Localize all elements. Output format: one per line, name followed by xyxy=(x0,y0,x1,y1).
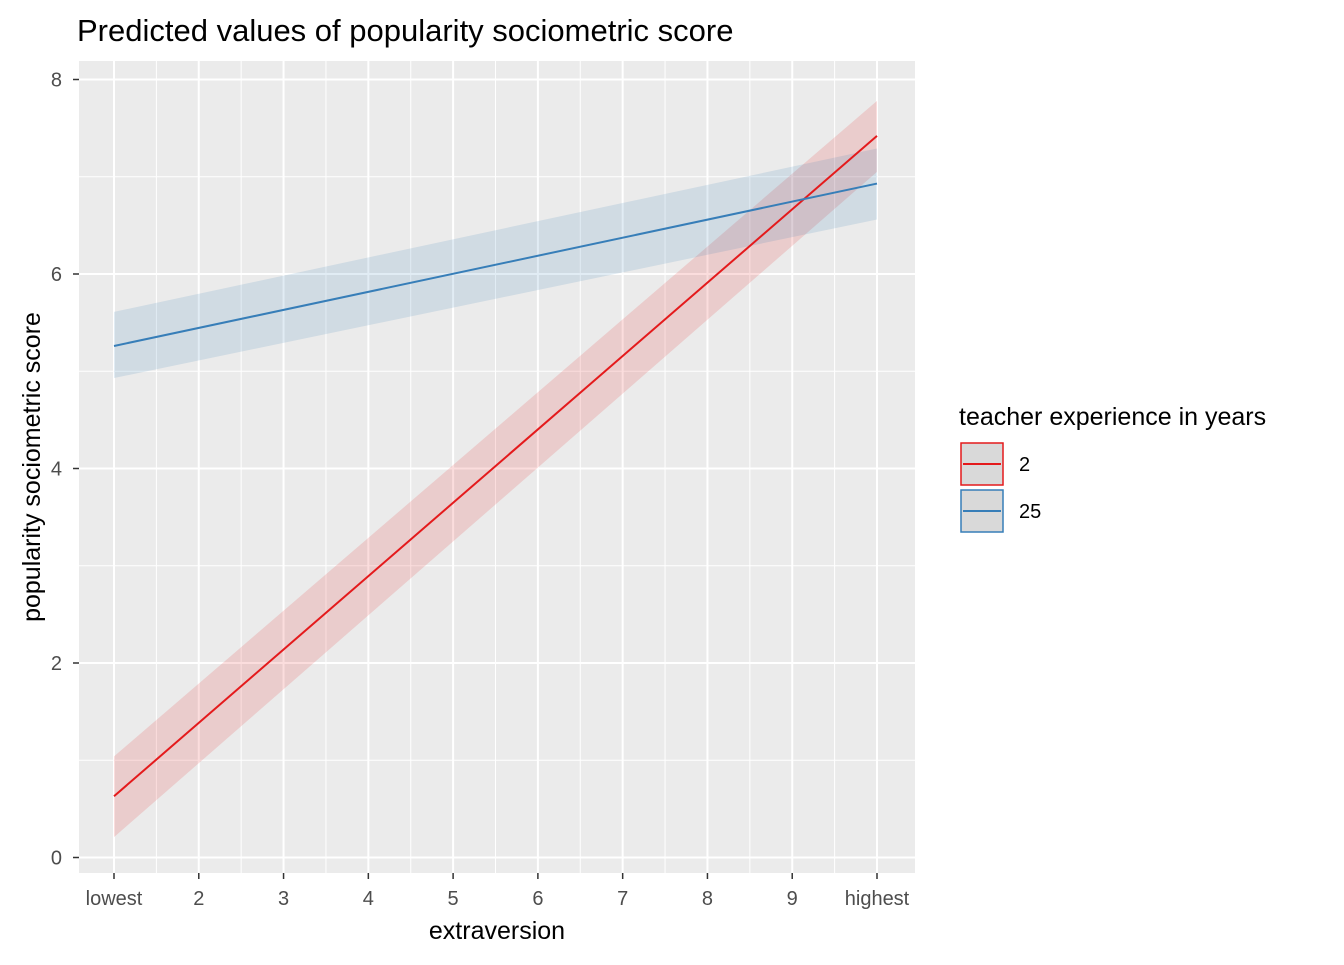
minor-gridlines xyxy=(79,61,915,873)
y-tick-label: 6 xyxy=(51,264,62,286)
y-tick-label: 0 xyxy=(51,848,62,870)
x-tick-label: 7 xyxy=(617,888,628,910)
series-line-25 xyxy=(113,182,878,347)
legend-label-25: 25 xyxy=(1019,501,1041,523)
confidence-bands xyxy=(114,100,877,838)
y-axis-title: popularity sociometric score xyxy=(18,312,46,622)
legend: teacher experience in years 2 25 xyxy=(959,403,1266,533)
major-gridlines xyxy=(79,61,915,873)
x-tick-label: 9 xyxy=(787,888,798,910)
x-tick-label: 5 xyxy=(448,888,459,910)
series-lines xyxy=(113,135,878,797)
x-tick-label: 4 xyxy=(363,888,374,910)
x-tick-label: lowest xyxy=(86,888,143,910)
legend-label-2: 2 xyxy=(1019,454,1030,476)
y-tick-label: 4 xyxy=(51,459,62,481)
x-tick-label: 3 xyxy=(278,888,289,910)
x-tick-label: 2 xyxy=(193,888,204,910)
confidence-band-series-25 xyxy=(114,148,877,379)
confidence-band-series-2 xyxy=(114,100,877,838)
series-line-2 xyxy=(113,135,878,797)
x-axis-ticks: lowest 2 3 4 5 6 7 8 9 highest xyxy=(86,873,910,910)
legend-title: teacher experience in years xyxy=(959,403,1266,431)
x-axis-title: extraversion xyxy=(429,917,565,945)
chart-title: Predicted values of popularity sociometr… xyxy=(77,13,733,48)
legend-key-25 xyxy=(960,489,1004,533)
x-tick-label: 8 xyxy=(702,888,713,910)
x-tick-label: highest xyxy=(845,888,910,910)
y-axis-ticks: 0 2 4 6 8 xyxy=(51,70,79,870)
x-tick-label: 6 xyxy=(532,888,543,910)
legend-key-2 xyxy=(960,442,1004,486)
y-tick-label: 2 xyxy=(51,653,62,675)
y-tick-label: 8 xyxy=(51,70,62,92)
plot-panel xyxy=(79,61,915,873)
